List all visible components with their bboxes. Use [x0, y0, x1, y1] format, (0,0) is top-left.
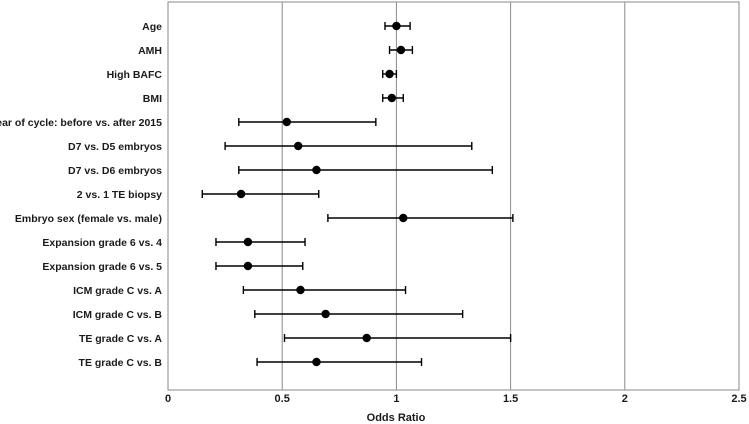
forest-row: Embryo sex (female vs. male) [15, 213, 514, 225]
odds-ratio-point [243, 261, 253, 271]
x-axis-title: Odds Ratio [367, 412, 426, 424]
forest-row: TE grade C vs. A [79, 333, 512, 345]
row-label: Age [142, 21, 162, 33]
row-label: Expansion grade 6 vs. 4 [42, 237, 162, 249]
forest-row: Age [142, 21, 411, 33]
odds-ratio-point [243, 237, 253, 247]
odds-ratio-point [321, 309, 330, 319]
row-label: Embryo sex (female vs. male) [15, 213, 162, 225]
x-tick-label: 1 [393, 393, 399, 405]
row-label: AMH [138, 45, 162, 57]
forest-row: Year of cycle: before vs. after 2015 [0, 117, 377, 129]
odds-ratio-point [387, 93, 397, 103]
x-tick-label: 0 [165, 393, 171, 405]
row-label: 2 vs. 1 TE biopsy [77, 189, 162, 201]
odds-ratio-point [399, 213, 408, 223]
odds-ratio-point [282, 117, 291, 127]
odds-ratio-point [293, 141, 303, 151]
row-label: D7 vs. D6 embryos [68, 165, 162, 177]
forest-row: Expansion grade 6 vs. 4 [42, 237, 306, 249]
odds-ratio-point [296, 285, 305, 295]
forest-row: ICM grade C vs. A [73, 285, 407, 297]
row-label: ICM grade C vs. B [73, 309, 163, 321]
forest-row: AMH [138, 45, 414, 57]
odds-ratio-point [236, 189, 246, 199]
row-label: D7 vs. D5 embryos [68, 141, 162, 153]
row-label: TE grade C vs. B [79, 357, 163, 369]
odds-ratio-point [312, 165, 321, 175]
x-axis-ticks: 0 0.5 1 1.5 2 2.5 [165, 393, 747, 405]
row-label: BMI [143, 93, 162, 105]
row-label: High BAFC [107, 69, 163, 81]
forest-row: Expansion grade 6 vs. 5 [42, 261, 304, 273]
odds-ratio-point [392, 21, 401, 31]
row-label: ICM grade C vs. A [73, 285, 162, 297]
row-label: TE grade C vs. A [79, 333, 162, 345]
odds-ratio-point [312, 357, 321, 367]
forest-row: D7 vs. D6 embryos [68, 165, 494, 177]
forest-row: BMI [143, 93, 404, 105]
plot-area-frame [167, 1, 740, 391]
forest-row: 2 vs. 1 TE biopsy [77, 189, 320, 201]
forest-row: High BAFC [107, 69, 398, 81]
forest-rows: Age AMH High BAFC BMI Year of cycle: before … [0, 21, 514, 369]
forest-row: TE grade C vs. B [79, 357, 423, 369]
x-tick-label: 0.5 [275, 393, 290, 405]
x-tick-label: 2.5 [731, 393, 746, 405]
odds-ratio-point [385, 69, 394, 79]
forest-row: D7 vs. D5 embryos [68, 141, 473, 153]
odds-ratio-point [362, 333, 371, 343]
row-label: Expansion grade 6 vs. 5 [42, 261, 162, 273]
forest-row: ICM grade C vs. B [73, 309, 464, 321]
odds-ratio-point [396, 45, 406, 55]
row-label: Year of cycle: before vs. after 2015 [0, 117, 162, 129]
x-tick-label: 1.5 [503, 393, 518, 405]
x-tick-label: 2 [622, 393, 628, 405]
gridlines [281, 2, 626, 390]
